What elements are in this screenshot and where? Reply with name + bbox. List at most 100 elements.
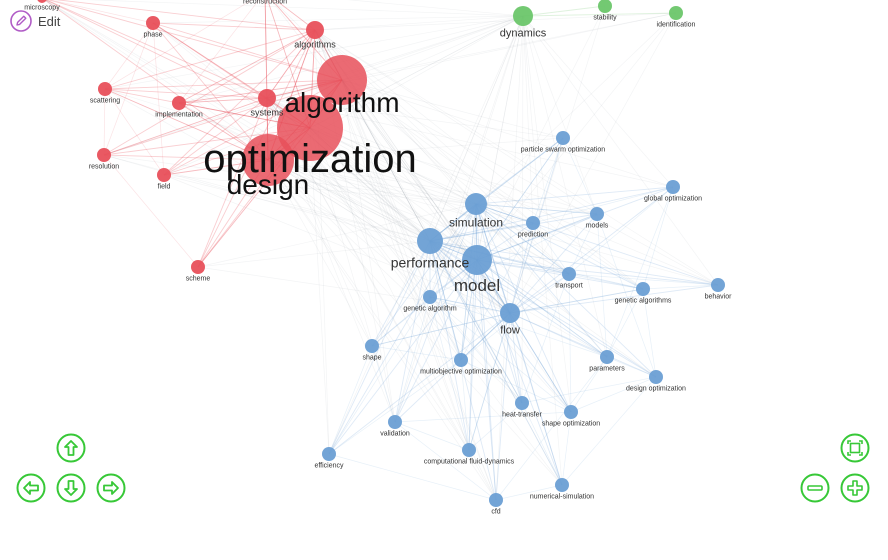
node-identification[interactable] bbox=[669, 6, 683, 20]
edge-transport-design bbox=[267, 159, 570, 275]
edge-reconstruction-systems bbox=[264, 0, 268, 99]
edge-flow-optimization bbox=[309, 127, 511, 314]
edge-global-optimization-flow bbox=[509, 186, 674, 314]
arrow-left-icon bbox=[16, 473, 46, 503]
node-shape[interactable] bbox=[365, 339, 379, 353]
pan-right-button[interactable] bbox=[96, 473, 126, 503]
pan-down-button[interactable] bbox=[56, 473, 86, 503]
edge-genetic-algorithm-algorithm bbox=[341, 79, 431, 298]
node-multiobjective-optimization[interactable] bbox=[454, 353, 468, 367]
node-stability[interactable] bbox=[598, 0, 612, 13]
edge-prediction-algorithm bbox=[341, 79, 534, 224]
label-multiobjective-optimization: multiobjective optimization bbox=[420, 369, 502, 376]
edge-computational-fluid-dynamics-model bbox=[468, 259, 478, 451]
edge-parameters-design-optimization bbox=[606, 356, 657, 378]
arrow-up-icon bbox=[56, 433, 86, 463]
node-genetic-algorithms[interactable] bbox=[636, 282, 650, 296]
node-computational-fluid-dynamics[interactable] bbox=[462, 443, 476, 457]
edge-validation-flow bbox=[394, 312, 511, 423]
pan-left-button[interactable] bbox=[16, 473, 46, 503]
edge-genetic-algorithms-flow bbox=[509, 288, 644, 314]
edge-algorithms-systems bbox=[266, 29, 316, 99]
zoom-out-button[interactable] bbox=[800, 473, 830, 503]
node-particle-swarm-optimization[interactable] bbox=[556, 131, 570, 145]
node-scheme[interactable] bbox=[191, 260, 205, 274]
label-transport: transport bbox=[555, 283, 583, 290]
node-design[interactable] bbox=[242, 134, 294, 186]
edge-transport-genetic-algorithms bbox=[568, 273, 644, 290]
edge-numerical-simulation-dynamics bbox=[522, 15, 563, 486]
edge-efficiency-optimization bbox=[309, 127, 330, 455]
node-implementation[interactable] bbox=[172, 96, 186, 110]
edge-genetic-algorithm-efficiency bbox=[328, 296, 431, 455]
node-parameters[interactable] bbox=[600, 350, 614, 364]
edge-prediction-optimization bbox=[309, 127, 534, 224]
edge-computational-fluid-dynamics-simulation bbox=[468, 203, 477, 451]
label-identification: identification bbox=[657, 22, 696, 29]
node-performance[interactable] bbox=[417, 228, 443, 254]
edge-reconstruction-dynamics bbox=[347, 0, 524, 17]
node-models[interactable] bbox=[590, 207, 604, 221]
fit-view-button[interactable] bbox=[840, 433, 870, 463]
edge-genetic-algorithm-validation bbox=[394, 296, 431, 423]
edge-genetic-algorithms-model bbox=[476, 259, 644, 290]
edge-numerical-simulation-performance bbox=[429, 240, 563, 486]
edge-genetic-algorithm-parameters bbox=[429, 296, 608, 358]
edge-reconstruction-implementation bbox=[178, 0, 260, 104]
edge-scattering-flow bbox=[104, 88, 511, 314]
node-dynamics[interactable] bbox=[513, 6, 533, 26]
edge-design-optimization-simulation bbox=[475, 203, 657, 378]
node-phase[interactable] bbox=[146, 16, 160, 30]
edge-identification-dynamics bbox=[522, 12, 677, 17]
edge-microscopy-systems bbox=[45, 0, 268, 99]
edge-cfd-design bbox=[267, 159, 497, 501]
node-optimization[interactable] bbox=[277, 95, 343, 161]
edge-models-dynamics bbox=[522, 15, 598, 215]
node-transport[interactable] bbox=[562, 267, 576, 281]
edge-numerical-simulation-systems bbox=[266, 97, 563, 486]
node-model[interactable] bbox=[462, 245, 492, 275]
node-behavior[interactable] bbox=[711, 278, 725, 292]
node-systems[interactable] bbox=[258, 89, 276, 107]
edge-transport-simulation bbox=[475, 203, 570, 275]
edge-resolution-optimization bbox=[103, 127, 311, 156]
label-genetic-algorithms: genetic algorithms bbox=[615, 298, 672, 305]
node-simulation[interactable] bbox=[465, 193, 487, 215]
node-genetic-algorithm[interactable] bbox=[423, 290, 437, 304]
edge-resolution-systems bbox=[103, 97, 268, 156]
node-flow[interactable] bbox=[500, 303, 520, 323]
label-scheme: scheme bbox=[186, 276, 211, 283]
node-numerical-simulation[interactable] bbox=[555, 478, 569, 492]
edge-design-optimization-numerical-simulation bbox=[561, 376, 657, 486]
node-algorithms[interactable] bbox=[306, 21, 324, 39]
edge-genetic-algorithms-simulation bbox=[475, 203, 644, 290]
edge-design-performance bbox=[267, 159, 431, 242]
node-prediction[interactable] bbox=[526, 216, 540, 230]
edge-parameters-cfd bbox=[495, 356, 608, 501]
node-efficiency[interactable] bbox=[322, 447, 336, 461]
node-global-optimization[interactable] bbox=[666, 180, 680, 194]
node-cfd[interactable] bbox=[489, 493, 503, 507]
zoom-in-button[interactable] bbox=[840, 473, 870, 503]
edge-identification-algorithm bbox=[341, 12, 677, 81]
edge-phase-resolution bbox=[103, 22, 154, 156]
node-field[interactable] bbox=[157, 168, 171, 182]
edge-scheme-simulation bbox=[197, 203, 477, 268]
edge-models-design bbox=[267, 159, 598, 215]
edit-button[interactable]: Edit bbox=[10, 10, 60, 32]
node-scattering[interactable] bbox=[98, 82, 112, 96]
node-design-optimization[interactable] bbox=[649, 370, 663, 384]
edge-scattering-optimization bbox=[104, 88, 311, 129]
edge-flow-shape bbox=[371, 312, 511, 347]
edge-multiobjective-optimization-model bbox=[460, 259, 478, 361]
edge-numerical-simulation-simulation bbox=[475, 203, 563, 486]
label-validation: validation bbox=[380, 431, 410, 438]
node-validation[interactable] bbox=[388, 415, 402, 429]
node-resolution[interactable] bbox=[97, 148, 111, 162]
node-microscopy[interactable] bbox=[37, 0, 47, 3]
node-algorithm[interactable] bbox=[317, 55, 367, 105]
node-heat-transfer[interactable] bbox=[515, 396, 529, 410]
node-shape-optimization[interactable] bbox=[564, 405, 578, 419]
pan-up-button[interactable] bbox=[56, 433, 86, 463]
